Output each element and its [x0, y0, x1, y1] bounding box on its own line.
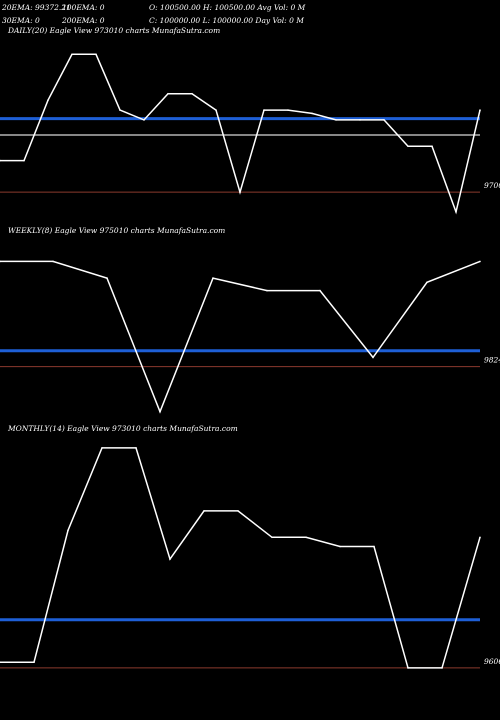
daily-price-point [143, 119, 145, 121]
weekly-price-point [426, 281, 428, 284]
monthly-price-point [479, 536, 481, 539]
header-ema20: 20EMA: 99372.21 [2, 3, 71, 12]
monthly-price-point [305, 536, 307, 539]
daily-price-point [119, 109, 121, 111]
weekly-panel-title: WEEKLY(8) Eagle View 975010 charts Munaf… [8, 226, 225, 235]
daily-price-point [383, 119, 385, 121]
monthly-price-point [135, 447, 137, 449]
header-ema200: 200EMA: 0 [62, 16, 105, 25]
monthly-tick-label: 9606 [484, 657, 500, 666]
monthly-price-point [169, 558, 171, 560]
monthly-price-point [237, 510, 239, 512]
daily-price-point [71, 53, 73, 56]
daily-price-point [95, 53, 97, 56]
daily-tick-label: 97000 [484, 181, 500, 190]
monthly-price-point [407, 667, 409, 669]
daily-price-point [263, 109, 265, 111]
monthly-panel-title: MONTHLY(14) Eagle View 973010 charts Mun… [7, 424, 238, 433]
daily-price-point [287, 109, 289, 111]
weekly-price-point [479, 260, 481, 263]
monthly-price-point [271, 536, 273, 539]
weekly-price-point [106, 277, 108, 279]
weekly-price-point [266, 289, 268, 292]
weekly-tick-label: 98240 [484, 356, 500, 365]
monthly-price-point [441, 667, 443, 669]
header-ema30: 30EMA: 0 [2, 16, 40, 25]
daily-price-point [191, 92, 193, 95]
daily-panel-title: DAILY(20) Eagle View 973010 charts Munaf… [7, 26, 220, 35]
weekly-price-point [52, 260, 54, 263]
monthly-price-point [203, 510, 205, 512]
monthly-price-point [101, 447, 103, 449]
weekly-price-point [159, 410, 161, 413]
monthly-price-point [0, 661, 1, 663]
weekly-price-point [0, 260, 1, 263]
daily-price-point [359, 119, 361, 121]
monthly-price-line [0, 447, 481, 669]
monthly-price-point [67, 529, 69, 532]
daily-price-point [431, 145, 433, 147]
daily-price-point [215, 109, 217, 111]
weekly-price-line [0, 260, 481, 414]
header-ohlc-1: O: 100500.00 H: 100500.00 Avg Vol: 0 M [149, 3, 306, 12]
monthly-price-point [339, 545, 341, 548]
daily-price-point [0, 159, 1, 162]
weekly-price-point [372, 356, 374, 359]
monthly-price-point [373, 545, 375, 548]
daily-price-line [0, 53, 481, 215]
daily-price-point [479, 109, 481, 111]
header-ema100: 100EMA: 0 [62, 3, 105, 12]
daily-price-point [239, 191, 241, 193]
daily-price-point [335, 119, 337, 121]
daily-price-point [455, 211, 457, 213]
daily-price-point [407, 145, 409, 147]
daily-price-point [167, 92, 169, 95]
weekly-price-point [212, 277, 214, 279]
weekly-price-point [319, 289, 321, 292]
monthly-price-point [33, 661, 35, 663]
daily-price-point [311, 112, 313, 115]
daily-price-point [47, 99, 49, 101]
daily-price-point [23, 159, 25, 162]
header-ohlc-2: C: 100000.00 L: 100000.00 Day Vol: 0 M [149, 16, 304, 25]
